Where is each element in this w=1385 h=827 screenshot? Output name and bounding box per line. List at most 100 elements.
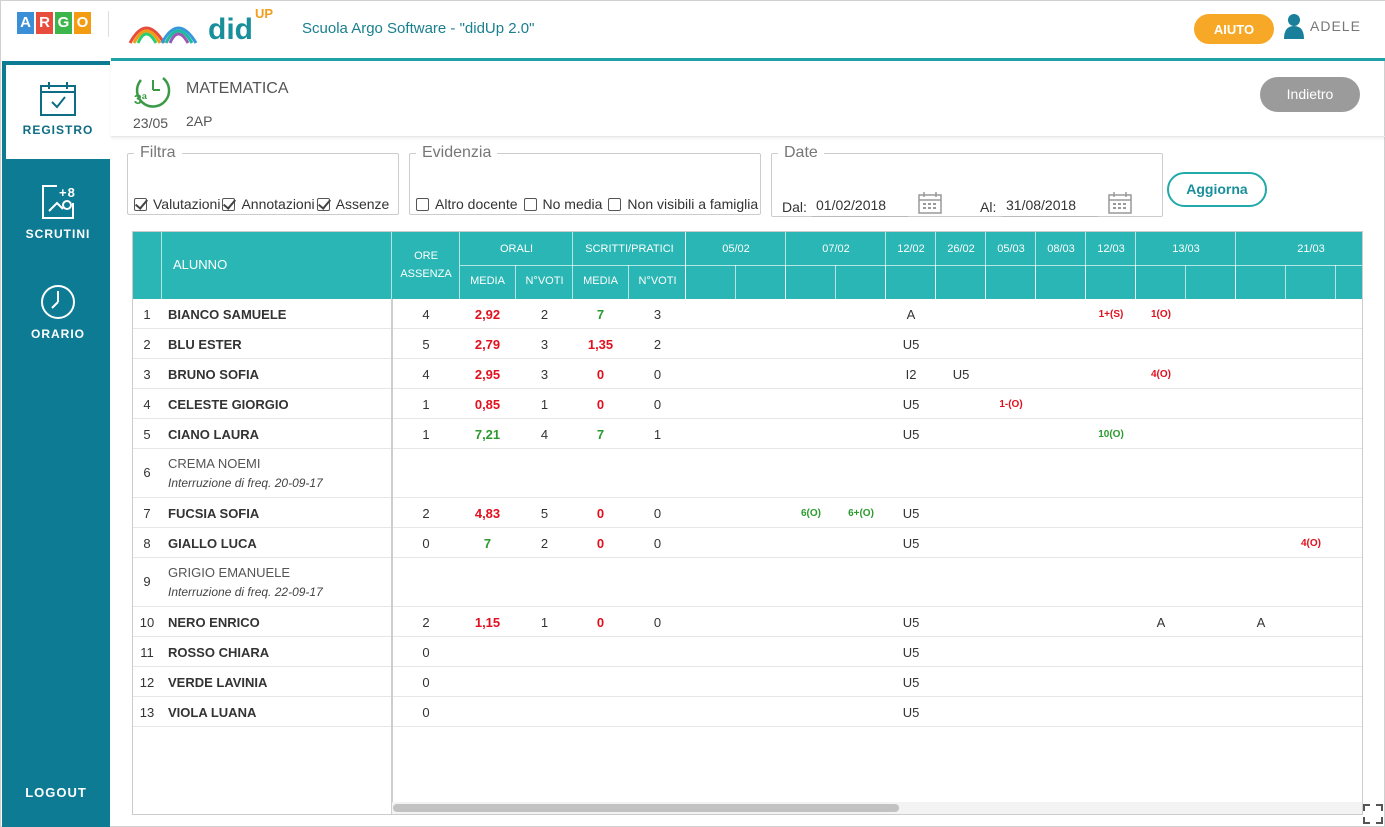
grade-mark[interactable]: 4(O): [1301, 538, 1321, 549]
grade-mark[interactable]: 1-(O): [999, 399, 1023, 410]
to-date-input[interactable]: 31/08/2018: [1002, 195, 1098, 217]
from-date-input[interactable]: 01/02/2018: [812, 195, 908, 217]
checkbox-icon[interactable]: [523, 197, 537, 211]
scritti-count: 0: [653, 506, 662, 521]
checkbox-non-visibili[interactable]: Non visibili a famiglia: [608, 196, 758, 212]
back-button[interactable]: Indietro: [1260, 77, 1360, 112]
grade-mark[interactable]: 10(O): [1098, 429, 1124, 440]
checkbox-icon[interactable]: [416, 197, 429, 211]
row-number: 5: [143, 427, 151, 442]
date-column-header[interactable]: 05/03: [997, 243, 1025, 255]
school-title: Scuola Argo Software - "didUp 2.0": [302, 20, 535, 37]
refresh-button[interactable]: Aggiorna: [1167, 172, 1267, 207]
horizontal-scrollbar-thumb[interactable]: [393, 804, 899, 812]
calendar-icon[interactable]: [1108, 192, 1132, 214]
user-icon[interactable]: [1284, 13, 1304, 39]
subheader-media[interactable]: MEDIA: [583, 275, 618, 287]
grade-mark[interactable]: 6+(O): [848, 508, 874, 519]
student-name: BIANCO SAMUELE: [168, 307, 287, 322]
table-row[interactable]: 9 GRIGIO EMANUELE Interruzione di freq. 22…: [133, 558, 1362, 607]
date-column-header[interactable]: 13/03: [1172, 243, 1200, 255]
date-column-header[interactable]: 12/02: [897, 243, 925, 255]
student-name: NERO ENRICO: [168, 615, 260, 630]
checkbox-icon[interactable]: [608, 197, 622, 211]
subheader-nvoti[interactable]: N°VOTI: [638, 275, 677, 287]
grade-mark[interactable]: U5: [902, 536, 920, 551]
row-number: 11: [140, 645, 154, 660]
lesson-hour: 3ª: [134, 91, 147, 107]
fullscreen-icon[interactable]: [1363, 804, 1383, 824]
grade-mark[interactable]: U5: [902, 645, 920, 660]
checkbox-assenze[interactable]: Assenze: [316, 196, 389, 212]
table-row[interactable]: 13 VIOLA LUANA 0 U5: [133, 697, 1362, 727]
sidebar-item-registro[interactable]: REGISTRO: [6, 65, 110, 159]
table-row[interactable]: 11 ROSSO CHIARA 0 U5: [133, 637, 1362, 667]
table-row[interactable]: 7 FUCSIA SOFIA 2 4,83 5 0 0 6(O) 6+(O) U5: [133, 498, 1362, 528]
orali-count: 4: [540, 427, 549, 442]
table-row[interactable]: 10 NERO ENRICO 2 1,15 1 0 0 U5 A A: [133, 607, 1362, 637]
help-button[interactable]: AIUTO: [1194, 14, 1274, 44]
date-column-header[interactable]: 12/03: [1097, 243, 1125, 255]
grade-mark[interactable]: U5: [902, 506, 920, 521]
grade-mark[interactable]: U5: [902, 615, 920, 630]
grade-mark[interactable]: 4(O): [1151, 369, 1171, 380]
sidebar-item-scrutini[interactable]: +8 SCRUTINI: [6, 167, 110, 261]
checkbox-icon[interactable]: [134, 197, 147, 211]
table-row[interactable]: 6 CREMA NOEMI Interruzione di freq. 20-09-…: [133, 449, 1362, 498]
date-column-header[interactable]: 21/03: [1297, 243, 1325, 255]
date-column-header[interactable]: 05/02: [722, 243, 750, 255]
grade-mark[interactable]: A: [1156, 615, 1166, 630]
grade-mark[interactable]: 6(O): [801, 508, 821, 519]
table-row[interactable]: 8 GIALLO LUCA 0 7 2 0 0 U5 4(O): [133, 528, 1362, 558]
grade-mark[interactable]: U5: [902, 397, 920, 412]
grade-mark[interactable]: 1+(S): [1098, 309, 1124, 320]
grade-mark[interactable]: 1(O): [1151, 309, 1171, 320]
grade-mark[interactable]: U5: [902, 705, 920, 720]
col-header-alunno[interactable]: ALUNNO: [173, 257, 228, 272]
grade-mark[interactable]: U5: [902, 427, 920, 442]
user-name[interactable]: ADELE: [1310, 18, 1361, 34]
scritti-average: 0: [596, 506, 605, 521]
subheader-media[interactable]: MEDIA: [470, 275, 505, 287]
header-divider: [1285, 265, 1286, 299]
table-row[interactable]: 5 CIANO LAURA 1 7,21 4 7 1 U5 10(O): [133, 419, 1362, 449]
table-row[interactable]: 12 VERDE LAVINIA 0 U5: [133, 667, 1362, 697]
scritti-average: 1,35: [587, 337, 614, 352]
date-column-header[interactable]: 26/02: [947, 243, 975, 255]
checkbox-no-media[interactable]: No media: [523, 196, 602, 212]
row-number: 1: [143, 307, 151, 322]
scritti-average: 7: [596, 307, 605, 322]
checkbox-valutazioni[interactable]: Valutazioni: [134, 196, 220, 212]
logo-letter: O: [74, 12, 91, 34]
checkbox-altro-docente[interactable]: Altro docente: [416, 196, 518, 212]
col-header-assenza[interactable]: ASSENZA: [400, 268, 452, 280]
date-column-header[interactable]: 07/02: [822, 243, 850, 255]
scritti-average: 7: [596, 427, 605, 442]
calendar-icon[interactable]: [918, 192, 942, 214]
checkbox-icon[interactable]: [316, 197, 330, 211]
row-number: 13: [139, 705, 155, 720]
to-date-label: Al:: [980, 199, 997, 215]
grade-mark[interactable]: U5: [902, 675, 920, 690]
orali-average: 2,95: [474, 367, 501, 382]
subheader-nvoti[interactable]: N°VOTI: [525, 275, 564, 287]
top-bar: A R G O did UP Scuola Argo Software - "di…: [1, 1, 1385, 59]
absence-hours: 2: [422, 615, 430, 630]
date-column-header[interactable]: 08/03: [1047, 243, 1075, 255]
grade-mark[interactable]: U5: [952, 367, 970, 382]
grade-mark[interactable]: A: [1256, 615, 1266, 630]
logout-button[interactable]: LOGOUT: [25, 785, 87, 800]
lesson-date: 23/05: [133, 115, 169, 131]
grade-mark[interactable]: I2: [905, 367, 917, 382]
checkbox-icon[interactable]: [222, 197, 236, 211]
col-header-ore[interactable]: ORE: [414, 250, 438, 262]
checkbox-annotazioni[interactable]: Annotazioni: [222, 196, 315, 212]
grade-mark[interactable]: U5: [902, 337, 920, 352]
grade-mark[interactable]: A: [906, 307, 916, 322]
sidebar-item-orario[interactable]: ORARIO: [6, 267, 110, 361]
scritti-average: 0: [596, 615, 605, 630]
